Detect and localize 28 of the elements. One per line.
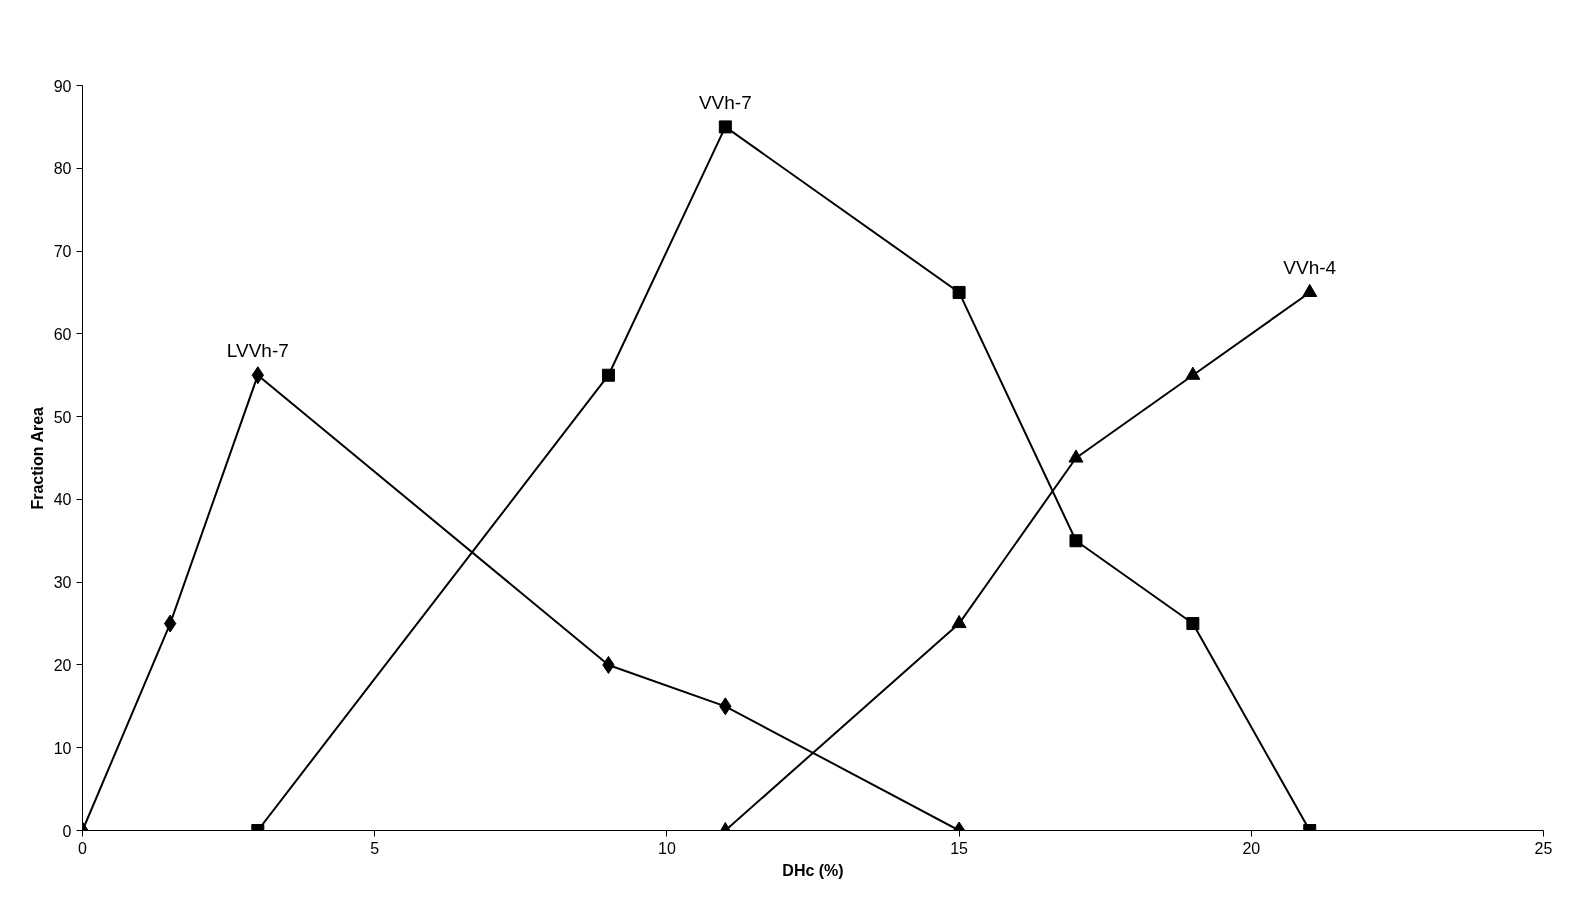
y-tick-label: 70 [53,243,72,261]
y-tick-label: 20 [53,656,72,674]
point [1302,283,1318,297]
y-tick-label: 60 [53,325,72,343]
point [1068,449,1084,463]
y-tick-label: 0 [62,822,72,840]
y-tick-label: 30 [53,574,72,592]
x-tick-label: 20 [1242,839,1261,857]
point [951,614,967,629]
x-tick-label: 15 [950,839,969,857]
point [952,285,966,299]
point [1185,366,1201,380]
point [718,120,732,134]
y-tick-label: 40 [53,491,72,509]
point [601,368,615,382]
series-label: VVh-7 [698,91,752,113]
x-axis-title: DHc (%) [782,861,844,879]
y-tick-label: 80 [53,160,72,178]
y-tick-label: 90 [53,77,72,95]
series-label: VVh-4 [1283,257,1337,279]
x-tick-label: 25 [1534,839,1553,857]
y-tick-label: 50 [53,408,72,426]
series-label: LVVh-7 [226,340,289,362]
x-tick-label: 5 [370,839,380,857]
y-axis-title: Fraction Area [28,406,46,510]
y-tick-label: 10 [53,739,72,757]
x-tick-label: 10 [658,839,676,857]
x-tick-label: 0 [78,839,88,857]
